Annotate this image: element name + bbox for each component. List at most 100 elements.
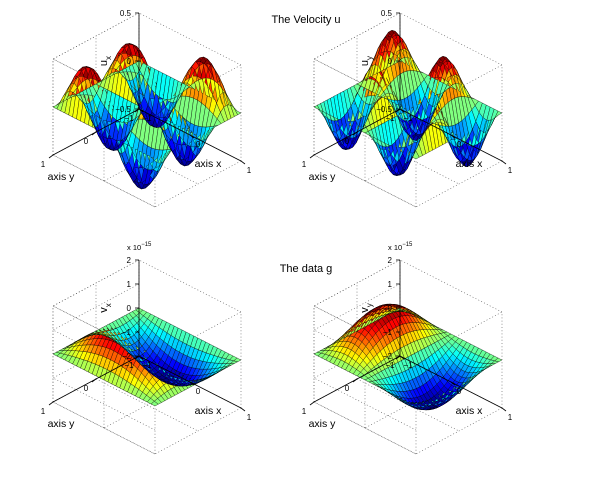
z-axis-label-text: ux [98, 56, 113, 66]
y-axis-label: axis y [48, 418, 76, 430]
x-tick [450, 381, 456, 386]
y-tick [352, 131, 358, 136]
surface-cell [494, 357, 503, 362]
grid-line [313, 283, 417, 383]
y-tick-label: 0 [345, 137, 350, 146]
x-tick-label: 0 [196, 140, 201, 149]
y-axis-label: axis y [48, 171, 76, 183]
x-axis-label: axis x [456, 158, 484, 170]
z-tick-label: −1 [122, 328, 132, 337]
y-tick-label: 0 [84, 137, 89, 146]
x-axis-label: axis x [195, 405, 223, 417]
surface-cell [494, 110, 503, 119]
y-tick-label: −1 [124, 114, 134, 123]
x-tick [240, 407, 246, 412]
grid-line [313, 12, 401, 60]
x-tick [501, 160, 507, 165]
y-tick [91, 378, 97, 383]
surface-cell [233, 107, 242, 115]
x-tick-label: −1 [142, 114, 152, 123]
z-tick-label: 0 [127, 57, 132, 66]
y-tick [309, 401, 315, 406]
z-tick-label: 2 [388, 256, 393, 265]
y-tick [91, 131, 97, 136]
y-tick-label: 1 [302, 160, 307, 169]
z-axis-label-text: vy [359, 303, 374, 313]
x-axis-label: axis x [456, 405, 484, 417]
y-tick [309, 154, 315, 159]
y-tick-label: 0 [84, 384, 89, 393]
z-scale-exponent: −15 [141, 242, 152, 248]
z-axis-label-subscript: y [365, 303, 374, 307]
y-tick-label: 1 [41, 160, 46, 169]
z-tick-label: −0.5 [376, 105, 392, 114]
y-tick [395, 355, 401, 360]
x-tick-label: 1 [247, 413, 252, 422]
z-axis-label: vy [359, 303, 374, 313]
z-axis-label-subscript: x [104, 303, 113, 307]
z-axis-label-subscript: x [104, 56, 113, 60]
z-axis-label-text: uy [359, 56, 374, 66]
y-tick-label: 0 [345, 384, 350, 393]
grid-line [138, 259, 242, 313]
x-tick-label: 1 [508, 166, 513, 175]
y-axis-label: axis y [309, 171, 337, 183]
x-tick [240, 160, 246, 165]
y-tick-label: 1 [41, 407, 46, 416]
grid-line [138, 12, 242, 66]
z-axis-label-subscript: y [365, 56, 374, 60]
x-tick-label: −1 [403, 114, 413, 123]
z-tick-label: −2 [122, 352, 132, 361]
y-tick [134, 108, 140, 113]
x-axis-label: axis x [195, 158, 223, 170]
section-title-velocity: The Velocity u [271, 14, 340, 26]
grid-line [154, 160, 242, 208]
x-tick [138, 108, 144, 113]
z-axis-label: vx [98, 303, 113, 313]
grid-line [52, 283, 156, 383]
x-tick [138, 355, 144, 360]
section-title-data: The data g [280, 263, 333, 275]
x-tick [399, 355, 405, 360]
y-tick-label: 1 [302, 407, 307, 416]
x-tick [450, 134, 456, 139]
grid-line [52, 259, 140, 307]
x-tick [189, 134, 195, 139]
z-tick-label: −0.5 [115, 105, 131, 114]
grid-line [399, 12, 503, 66]
y-tick-label: −1 [385, 361, 395, 370]
z-scale-exponent: −15 [402, 242, 413, 248]
grid-line [154, 407, 242, 455]
grid-line [52, 12, 140, 60]
y-tick [48, 154, 54, 159]
z-scale-label: x 10−15 [388, 242, 413, 252]
surface-cell [233, 357, 242, 362]
z-axis-label-text: vx [98, 303, 113, 313]
grid-line [313, 259, 401, 307]
z-tick-label: 0 [388, 304, 393, 313]
y-tick [134, 355, 140, 360]
grid-line [399, 259, 503, 313]
y-tick [352, 378, 358, 383]
z-axis-label: uy [359, 56, 374, 66]
z-tick-label: 1 [127, 280, 132, 289]
y-tick [395, 108, 401, 113]
x-tick-label: 1 [508, 413, 513, 422]
y-tick [48, 401, 54, 406]
x-tick-label: 0 [196, 387, 201, 396]
grid-line [415, 407, 503, 455]
z-axis-label: ux [98, 56, 113, 66]
x-tick-label: −1 [142, 361, 152, 370]
x-tick [189, 381, 195, 386]
z-tick-label: 0 [127, 304, 132, 313]
x-tick-label: 0 [457, 140, 462, 149]
x-tick [399, 108, 405, 113]
z-tick-label: 1 [388, 280, 393, 289]
y-tick-label: −1 [385, 114, 395, 123]
